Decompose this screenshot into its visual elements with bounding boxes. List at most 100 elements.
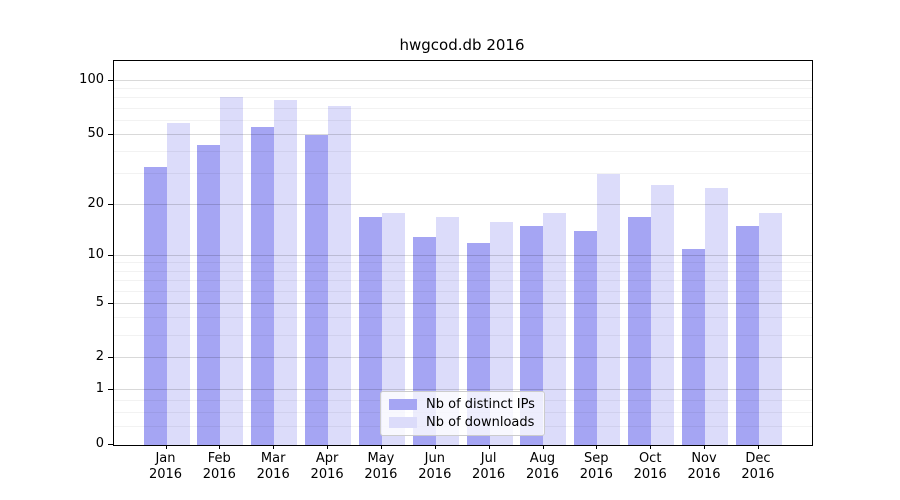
x-tick-year: 2016 <box>256 467 290 482</box>
y-tick-mark <box>108 203 113 205</box>
x-tick-month: Aug <box>529 451 556 466</box>
y-tick-mark <box>108 444 113 445</box>
x-tick-label: Jan 2016 <box>134 451 198 483</box>
bar-ips-oct <box>628 217 652 445</box>
y-tick-mark <box>108 254 113 256</box>
x-tick-month: Feb <box>207 451 231 466</box>
x-tick-year: 2016 <box>525 467 560 482</box>
y-tick-mark <box>108 357 113 359</box>
x-tick-mark <box>273 445 275 449</box>
legend-label: Nb of downloads <box>426 415 535 430</box>
x-tick-month: May <box>367 451 395 466</box>
x-tick-label: May 2016 <box>349 451 413 483</box>
x-tick-mark <box>327 445 329 449</box>
x-tick-year: 2016 <box>202 467 236 482</box>
bar-downloads-apr <box>328 105 352 445</box>
bar-downloads-jun <box>435 217 459 445</box>
x-tick-mark <box>757 445 759 449</box>
bar-ips-jan <box>143 166 167 445</box>
bar-downloads-feb <box>220 97 244 445</box>
x-tick-year: 2016 <box>472 467 506 482</box>
legend-row-downloads: Nb of downloads <box>389 415 535 430</box>
x-tick-month: Sep <box>584 451 609 466</box>
x-tick-month: Oct <box>638 451 662 466</box>
y-tick-label: 0 <box>95 436 104 451</box>
bar-downloads-mar <box>274 100 298 445</box>
x-tick-mark <box>434 445 436 449</box>
major-gridline <box>114 203 812 205</box>
x-tick-year: 2016 <box>741 467 775 482</box>
x-tick-month: Mar <box>260 451 286 466</box>
x-tick-year: 2016 <box>148 467 183 482</box>
x-tick-month: Nov <box>691 451 717 466</box>
minor-gridline <box>114 334 812 336</box>
legend: Nb of distinct IPs Nb of downloads <box>380 391 545 436</box>
minor-gridline <box>114 97 812 99</box>
x-tick-year: 2016 <box>687 467 721 482</box>
x-tick-month: Apr <box>315 451 339 466</box>
bar-ips-dec <box>735 226 759 445</box>
y-tick-mark <box>108 302 113 304</box>
y-tick-label: 1 <box>95 381 104 397</box>
bar-downloads-may <box>381 212 405 445</box>
plot-area: Nb of distinct IPs Nb of downloads <box>113 60 813 446</box>
bar-downloads-aug <box>543 212 567 445</box>
legend-label: Nb of distinct IPs <box>426 397 535 412</box>
bar-downloads-dec <box>758 212 782 445</box>
x-tick-label: Jun 2016 <box>403 451 467 483</box>
y-tick-label: 5 <box>95 294 104 310</box>
major-gridline <box>114 133 812 135</box>
bar-ips-mar <box>251 127 275 445</box>
y-tick-label: 100 <box>79 71 104 87</box>
x-tick-mark <box>488 445 490 449</box>
minor-gridline <box>114 107 812 109</box>
major-gridline <box>114 79 812 81</box>
x-tick-label: Sep 2016 <box>564 451 628 483</box>
x-tick-month: Jul <box>480 451 497 466</box>
x-tick-year: 2016 <box>633 467 667 482</box>
x-tick-year: 2016 <box>364 467 398 482</box>
minor-gridline <box>114 290 812 292</box>
bar-ips-may <box>358 217 382 445</box>
x-tick-year: 2016 <box>310 467 344 482</box>
bar-downloads-nov <box>705 188 728 445</box>
x-tick-label: Feb 2016 <box>187 451 251 483</box>
x-tick-label: Dec 2016 <box>726 451 790 483</box>
y-tick-mark <box>108 389 113 391</box>
bar-ips-feb <box>197 144 221 445</box>
x-tick-mark <box>704 445 705 449</box>
chart-title: hwgcod.db 2016 <box>399 36 525 54</box>
minor-gridline <box>114 88 812 90</box>
minor-gridline <box>114 262 812 264</box>
y-tick-label: 50 <box>87 125 104 141</box>
x-tick-mark <box>596 445 598 449</box>
x-tick-mark <box>165 445 167 449</box>
legend-row-distinct-ips: Nb of distinct IPs <box>389 397 535 412</box>
y-tick-mark <box>108 133 113 135</box>
x-tick-year: 2016 <box>418 467 452 482</box>
x-tick-label: Nov 2016 <box>672 451 736 483</box>
legend-swatch-icon <box>389 399 417 410</box>
x-tick-label: Mar 2016 <box>241 451 305 483</box>
x-tick-label: Oct 2016 <box>618 451 682 483</box>
major-gridline <box>114 357 812 359</box>
bar-ips-apr <box>305 134 329 445</box>
minor-gridline <box>114 151 812 152</box>
y-tick-mark <box>108 79 113 81</box>
bar-downloads-oct <box>651 185 675 445</box>
bar-ips-aug <box>520 226 544 445</box>
major-gridline <box>114 254 812 256</box>
major-gridline <box>114 302 812 304</box>
minor-gridline <box>114 119 812 121</box>
x-tick-mark <box>650 445 652 449</box>
x-tick-mark <box>219 445 221 449</box>
x-tick-mark <box>380 445 382 449</box>
legend-swatch-icon <box>389 417 417 428</box>
bar-downloads-jul <box>489 221 513 445</box>
x-tick-month: Jan <box>155 451 176 466</box>
bar-downloads-sep <box>597 174 621 445</box>
y-tick-label: 20 <box>87 195 104 211</box>
x-tick-month: Dec <box>745 451 771 466</box>
x-tick-year: 2016 <box>579 467 613 482</box>
